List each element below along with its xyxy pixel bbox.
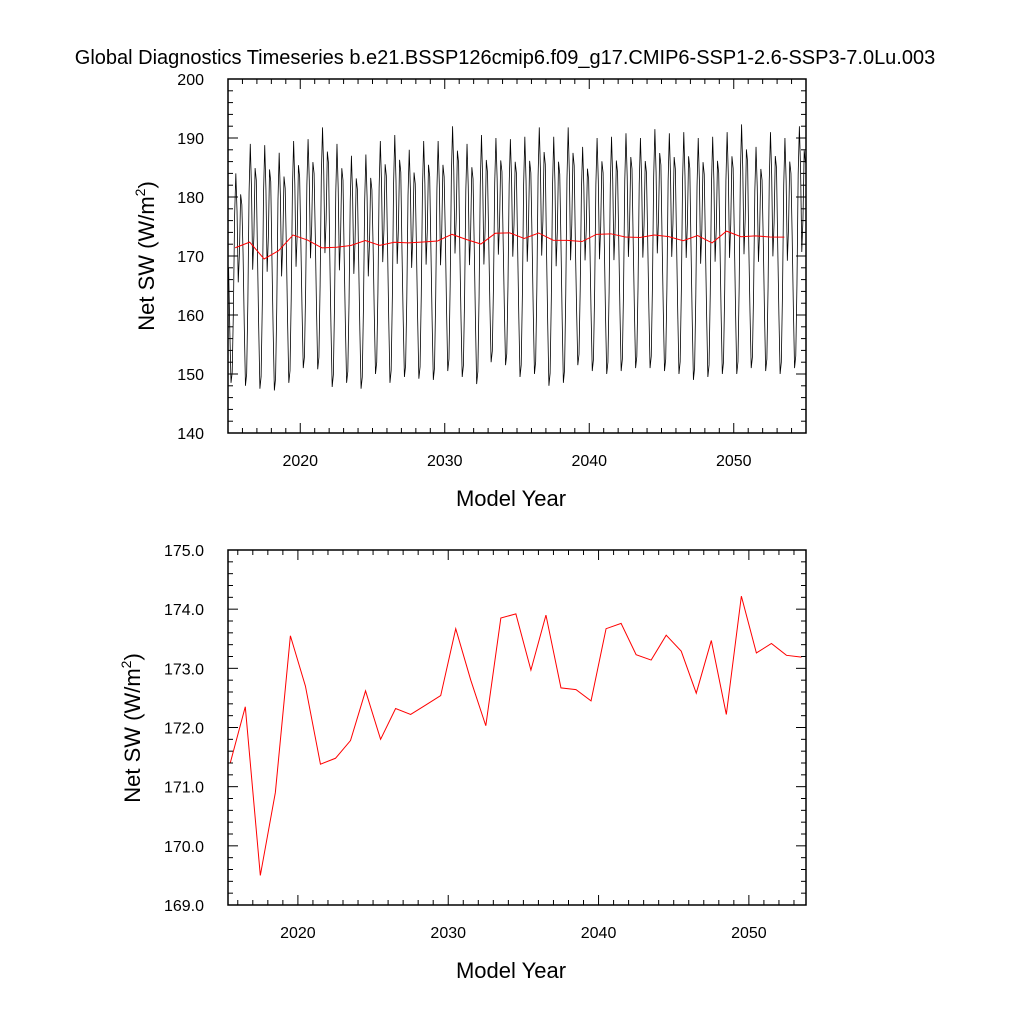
top-annual-series-group (235, 230, 785, 260)
y-tick-label: 180 (177, 190, 204, 207)
x-tick-label: 2050 (716, 453, 752, 470)
bottom-panel: 2020 2030 2040 2050 169.0 170.0 171.0 172.0 173.… (118, 543, 807, 983)
y-tick-label: 169.0 (164, 898, 204, 915)
top-y-axis-label-main: Net SW (W/m (134, 196, 159, 330)
top-axis-ticks (227, 78, 807, 434)
y-tick-label: 150 (177, 367, 204, 384)
top-y-axis-label-tail: ) (134, 181, 159, 188)
figure-title: Global Diagnostics Timeseries b.e21.BSSP… (75, 47, 935, 69)
bottom-x-axis-label: Model Year (456, 958, 566, 983)
y-tick-label: 160 (177, 308, 204, 325)
bottom-annual-mean-line (229, 596, 802, 876)
top-x-axis-label: Model Year (456, 486, 566, 511)
top-y-axis-label: Net SW (W/m2) (132, 181, 159, 331)
top-y-axis-label-sup: 2 (132, 188, 148, 196)
top-monthly-series-group (228, 124, 806, 391)
x-tick-label: 2030 (430, 925, 466, 942)
x-tick-label: 2050 (731, 925, 767, 942)
x-tick-label: 2030 (427, 453, 463, 470)
y-tick-label: 173.0 (164, 661, 204, 678)
y-tick-label: 190 (177, 131, 204, 148)
x-tick-label: 2020 (282, 453, 318, 470)
top-tick-labels: 2020 2030 2040 2050 140 150 160 170 180 190 200 (177, 72, 751, 470)
bottom-tick-labels: 2020 2030 2040 2050 169.0 170.0 171.0 172.0 173.… (164, 543, 767, 942)
top-panel: 2020 2030 2040 2050 140 150 160 170 180 190 200 Mo… (132, 72, 807, 511)
bottom-y-axis-label-main: Net SW (W/m (120, 668, 145, 802)
y-tick-label: 170.0 (164, 839, 204, 856)
y-tick-label: 171.0 (164, 780, 204, 797)
y-tick-label: 174.0 (164, 602, 204, 619)
bottom-axis-ticks (228, 549, 806, 906)
y-tick-label: 175.0 (164, 543, 204, 560)
y-tick-label: 172.0 (164, 721, 204, 738)
y-tick-label: 170 (177, 249, 204, 266)
bottom-y-axis-label: Net SW (W/m2) (118, 653, 145, 803)
top-annual-mean-line (235, 230, 785, 260)
x-tick-label: 2020 (280, 925, 316, 942)
monthly-net-sw-line (228, 124, 806, 391)
x-tick-label: 2040 (571, 453, 607, 470)
y-tick-label: 140 (177, 426, 204, 443)
bottom-y-axis-label-tail: ) (120, 653, 145, 660)
top-plot-frame (227, 78, 807, 434)
y-tick-label: 200 (177, 72, 204, 89)
bottom-y-axis-label-sup: 2 (118, 660, 134, 668)
bottom-annual-series-group (229, 596, 802, 876)
x-tick-label: 2040 (581, 925, 617, 942)
bottom-plot-frame (227, 549, 807, 906)
